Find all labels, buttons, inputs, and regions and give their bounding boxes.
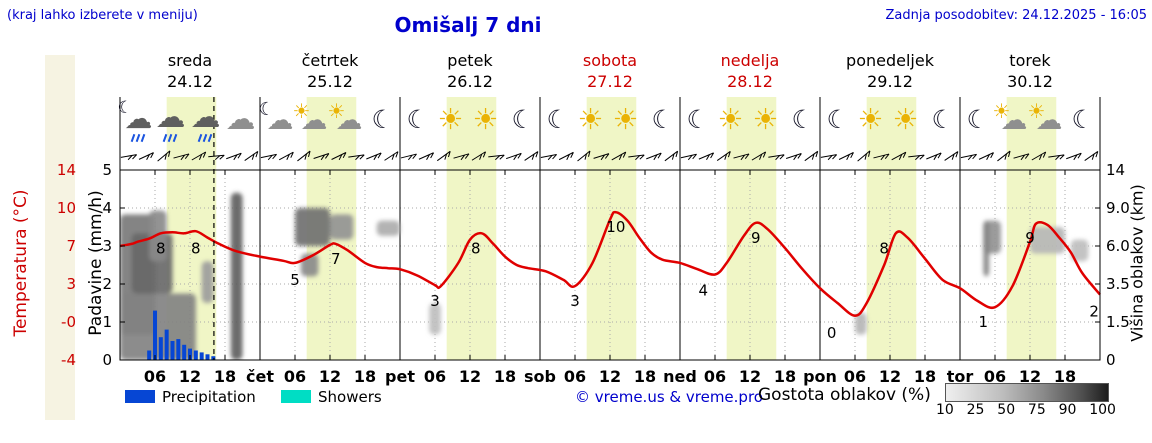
svg-text:1: 1 [102, 313, 112, 331]
density-tick-label: 75 [1027, 402, 1046, 418]
svg-text:06: 06 [564, 367, 586, 386]
svg-text:12: 12 [1019, 367, 1041, 386]
svg-text:8: 8 [156, 239, 166, 257]
svg-text:06: 06 [984, 367, 1006, 386]
svg-text:8: 8 [879, 239, 889, 257]
svg-text:10: 10 [57, 199, 76, 217]
svg-text:06: 06 [424, 367, 446, 386]
cloud-density-label: Gostota oblakov (%) [758, 385, 931, 405]
vreme-copyright-link[interactable]: © vreme.us & vreme.pro [575, 388, 763, 406]
left-axis-strip [45, 55, 75, 420]
last-update-timestamp: Zadnja posodobitev: 24.12.2025 - 16:05 [885, 8, 1147, 23]
svg-text:18: 18 [774, 367, 796, 386]
svg-text:čet: čet [246, 367, 274, 386]
svg-text:8: 8 [191, 239, 201, 257]
svg-text:4: 4 [102, 199, 112, 217]
temperature-curve [119, 210, 1101, 317]
grid-lines [120, 170, 1100, 360]
showers-swatch [281, 390, 311, 403]
density-tick-label: 90 [1058, 402, 1077, 418]
svg-text:8: 8 [471, 239, 481, 257]
showers-legend-label: Showers [318, 388, 382, 406]
svg-text:-0: -0 [61, 313, 76, 331]
svg-text:18: 18 [494, 367, 516, 386]
x-axis-tick-labels: 06 12 18 06 12 18 06 12 18 06 12 18 06 12 18 06 12 18 06 12… [144, 367, 1076, 386]
page-title: Omišalj 7 dni [394, 13, 542, 37]
density-tick-label: 25 [966, 402, 985, 418]
svg-text:tor: tor [947, 367, 974, 386]
location-menu-hint: (kraj lahko izberete v meniju) [7, 8, 198, 23]
svg-text:3: 3 [570, 292, 580, 310]
svg-text:0: 0 [1106, 351, 1116, 369]
svg-text:3: 3 [102, 237, 112, 255]
wind-barbs [120, 150, 1099, 162]
density-tick-label: 50 [997, 402, 1016, 418]
svg-text:1: 1 [979, 313, 989, 331]
axis-ticks [120, 169, 1100, 361]
cloud-density-scale [945, 383, 1109, 402]
svg-text:3: 3 [430, 292, 440, 310]
svg-text:12: 12 [459, 367, 481, 386]
svg-text:5: 5 [102, 161, 112, 179]
temperature-value-labels: 8 8 5 7 3 8 3 10 4 9 0 8 1 9 2 [156, 218, 1099, 342]
svg-text:sob: sob [524, 367, 556, 386]
svg-text:0: 0 [102, 351, 112, 369]
svg-text:18: 18 [354, 367, 376, 386]
svg-text:pon: pon [803, 367, 837, 386]
svg-text:06: 06 [704, 367, 726, 386]
svg-text:2: 2 [1089, 303, 1099, 321]
svg-text:5: 5 [290, 271, 300, 289]
svg-text:14: 14 [57, 161, 76, 179]
svg-text:06: 06 [844, 367, 866, 386]
svg-text:06: 06 [284, 367, 306, 386]
svg-text:-4: -4 [61, 351, 76, 369]
svg-text:9: 9 [751, 229, 761, 247]
svg-text:10: 10 [606, 218, 625, 236]
svg-text:2: 2 [102, 275, 112, 293]
precipitation-legend-label: Precipitation [162, 388, 256, 406]
density-tick-label: 100 [1089, 402, 1116, 418]
svg-text:12: 12 [599, 367, 621, 386]
svg-text:18: 18 [1054, 367, 1076, 386]
svg-text:1.5: 1.5 [1106, 313, 1130, 331]
density-tick-label: 10 [936, 402, 954, 418]
svg-text:3.5: 3.5 [1106, 275, 1130, 293]
svg-text:3: 3 [66, 275, 76, 293]
cloud-density-ticks: 10 25 50 75 90 100 [936, 402, 1116, 418]
svg-text:6.0: 6.0 [1106, 237, 1130, 255]
svg-text:14: 14 [1106, 161, 1125, 179]
svg-text:ned: ned [663, 367, 697, 386]
svg-text:9.0: 9.0 [1106, 199, 1130, 217]
svg-text:4: 4 [699, 282, 709, 300]
svg-text:12: 12 [319, 367, 341, 386]
svg-text:18: 18 [914, 367, 936, 386]
svg-text:12: 12 [879, 367, 901, 386]
precipitation-swatch [125, 390, 155, 403]
svg-text:12: 12 [739, 367, 761, 386]
svg-text:7: 7 [66, 237, 76, 255]
svg-text:06: 06 [144, 367, 166, 386]
svg-text:pet: pet [385, 367, 415, 386]
svg-text:18: 18 [214, 367, 236, 386]
svg-text:9: 9 [1025, 229, 1035, 247]
svg-text:0: 0 [827, 324, 837, 342]
svg-text:18: 18 [634, 367, 656, 386]
svg-text:12: 12 [179, 367, 201, 386]
svg-text:7: 7 [331, 250, 341, 268]
